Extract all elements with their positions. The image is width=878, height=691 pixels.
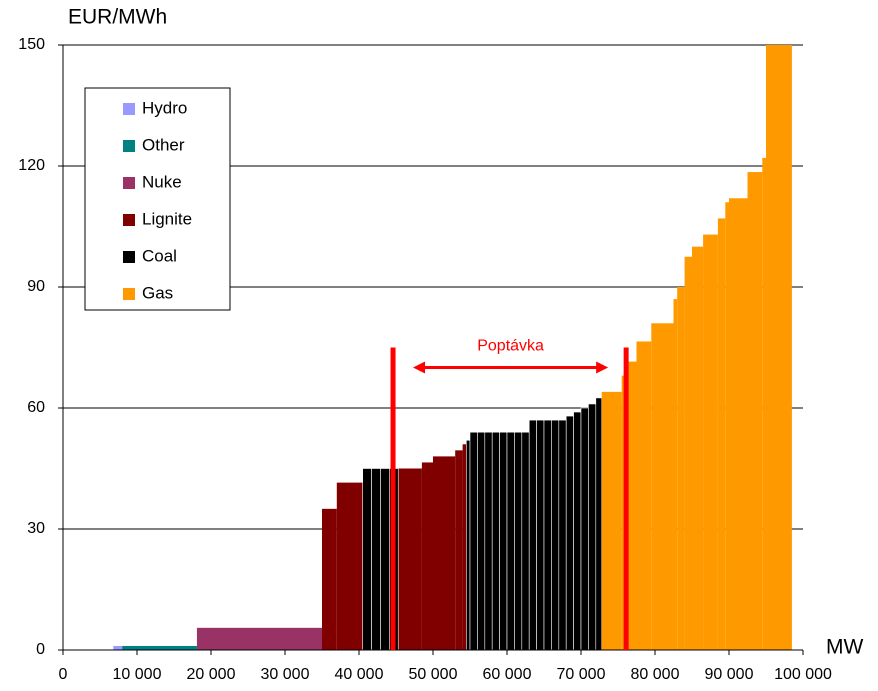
series <box>322 444 467 650</box>
block <box>514 431 523 651</box>
block <box>499 431 508 651</box>
block <box>528 419 537 651</box>
block <box>484 431 493 651</box>
block <box>371 468 381 651</box>
block <box>673 299 678 650</box>
y-tick-label: 120 <box>18 157 45 174</box>
block <box>558 419 567 651</box>
legend-box <box>84 87 231 311</box>
x-tick-label: 80 000 <box>631 666 680 683</box>
block <box>766 45 792 650</box>
block <box>455 450 463 650</box>
block <box>465 439 471 651</box>
block <box>196 627 322 650</box>
block <box>362 468 372 651</box>
x-tick-label: 10 000 <box>113 666 162 683</box>
block <box>536 419 545 651</box>
y-tick-label: 150 <box>18 36 45 53</box>
x-axis-title: MW <box>826 636 863 659</box>
x-tick-label: 100 000 <box>774 666 832 683</box>
x-tick-label: 0 <box>59 666 68 683</box>
x-tick-label: 20 000 <box>187 666 236 683</box>
x-tick-label: 60 000 <box>483 666 532 683</box>
y-tick-label: 0 <box>36 641 45 658</box>
legend-label: Nuke <box>142 172 182 191</box>
y-tick-label: 60 <box>27 399 45 416</box>
series <box>601 45 792 651</box>
block <box>729 198 748 650</box>
block <box>747 172 763 651</box>
block <box>113 645 123 650</box>
legend-label: Other <box>142 135 185 154</box>
block <box>762 157 766 650</box>
block <box>684 256 692 650</box>
legend-swatch <box>123 288 135 300</box>
block <box>551 419 560 651</box>
block <box>595 397 603 651</box>
x-tick-label: 70 000 <box>557 666 606 683</box>
x-tick-label: 90 000 <box>705 666 754 683</box>
block <box>421 462 433 650</box>
legend-swatch <box>123 251 135 263</box>
y-axis-title: EUR/MWh <box>68 6 167 29</box>
legend-label: Lignite <box>142 209 192 228</box>
block <box>580 407 589 651</box>
block <box>491 431 500 651</box>
block <box>122 645 197 650</box>
x-tick-label: 50 000 <box>409 666 458 683</box>
block <box>462 444 467 650</box>
block <box>543 419 552 651</box>
block <box>621 375 626 650</box>
y-tick-label: 30 <box>27 520 45 537</box>
block <box>692 246 704 650</box>
block <box>433 456 456 650</box>
block <box>588 403 597 651</box>
block <box>717 218 726 650</box>
legend-swatch <box>123 177 135 189</box>
x-tick-label: 30 000 <box>261 666 310 683</box>
series <box>122 645 197 650</box>
block <box>636 341 652 650</box>
legend-label: Coal <box>142 246 177 265</box>
block <box>380 468 390 651</box>
block <box>565 415 574 651</box>
block <box>398 468 422 650</box>
block <box>601 391 622 650</box>
arrow-head <box>413 361 426 374</box>
block <box>703 234 718 651</box>
block <box>725 202 729 651</box>
block <box>322 508 337 650</box>
y-tick-label: 90 <box>27 278 45 295</box>
block <box>506 431 515 651</box>
x-tick-label: 40 000 <box>335 666 384 683</box>
block <box>521 431 530 651</box>
legend-swatch <box>123 214 135 226</box>
block <box>469 431 478 651</box>
legend-swatch <box>123 140 135 152</box>
legend-label: Gas <box>142 283 173 302</box>
block <box>651 323 674 650</box>
block <box>336 482 363 650</box>
block <box>677 287 685 650</box>
demand-label: Poptávka <box>477 338 544 355</box>
block <box>477 431 486 651</box>
series <box>113 645 123 650</box>
legend-swatch <box>123 103 135 115</box>
block <box>573 411 582 651</box>
legend-label: Hydro <box>142 98 187 117</box>
series <box>362 397 603 651</box>
block <box>625 361 637 650</box>
arrow-head <box>596 361 609 374</box>
series <box>196 627 322 650</box>
